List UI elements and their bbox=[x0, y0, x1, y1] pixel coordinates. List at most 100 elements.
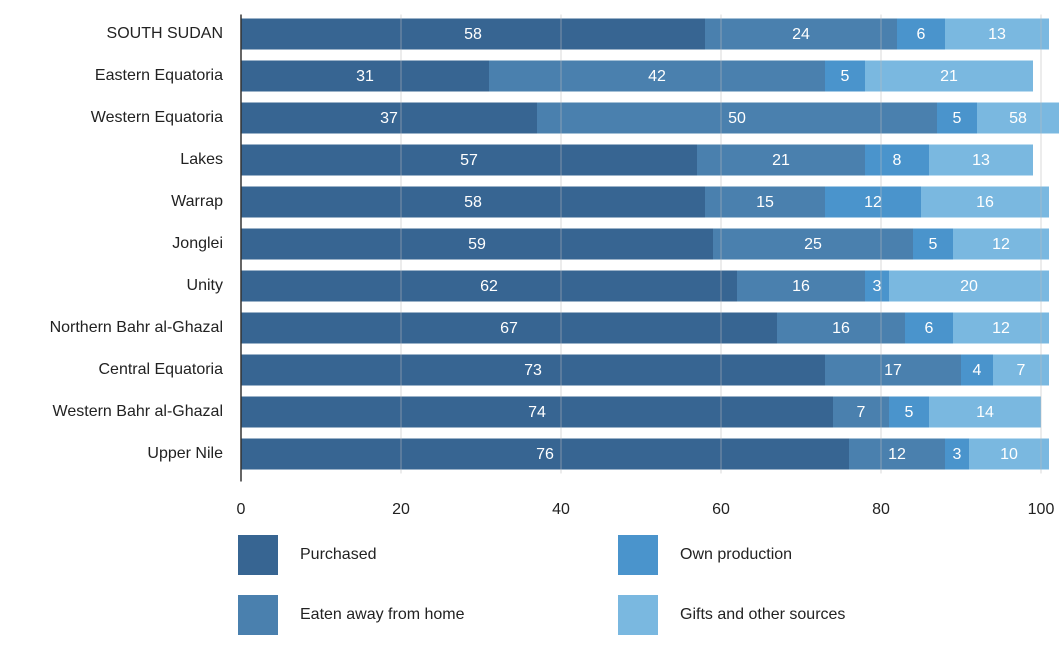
data-label: 21 bbox=[772, 152, 790, 169]
legend-label: Gifts and other sources bbox=[680, 606, 845, 623]
data-label: 12 bbox=[992, 320, 1010, 337]
x-tick-label: 80 bbox=[872, 501, 890, 518]
data-label: 13 bbox=[972, 152, 990, 169]
data-label: 17 bbox=[884, 362, 902, 379]
legend-label: Eaten away from home bbox=[300, 606, 465, 623]
data-label: 10 bbox=[1000, 446, 1018, 463]
bar-segment bbox=[737, 270, 865, 302]
y-tick-label: Northern Bahr al-Ghazal bbox=[50, 319, 223, 336]
bar-segment bbox=[929, 396, 1041, 428]
data-label: 5 bbox=[841, 68, 850, 85]
y-tick-label: Central Equatoria bbox=[98, 361, 223, 378]
data-label: 16 bbox=[976, 194, 994, 211]
y-tick-label: Western Bahr al-Ghazal bbox=[53, 403, 223, 420]
bar-segment bbox=[825, 354, 961, 386]
bar-segment bbox=[865, 60, 1033, 92]
legend-swatch bbox=[238, 595, 278, 635]
legend-swatch bbox=[618, 535, 658, 575]
data-label: 16 bbox=[832, 320, 850, 337]
bar-segment bbox=[849, 438, 945, 470]
data-label: 59 bbox=[468, 236, 486, 253]
bar-segment bbox=[969, 438, 1049, 470]
data-label: 67 bbox=[500, 320, 518, 337]
bar-segment bbox=[241, 144, 697, 176]
y-tick-label: Unity bbox=[187, 277, 223, 294]
bar-segment bbox=[921, 186, 1049, 218]
data-label: 37 bbox=[380, 110, 398, 127]
y-tick-label: Western Equatoria bbox=[91, 109, 223, 126]
data-label: 6 bbox=[917, 26, 926, 43]
bar-segment bbox=[713, 228, 913, 260]
data-label: 58 bbox=[464, 194, 482, 211]
data-label: 7 bbox=[857, 404, 866, 421]
data-label: 8 bbox=[893, 152, 902, 169]
legend-label: Purchased bbox=[300, 546, 377, 563]
legend-swatch bbox=[618, 595, 658, 635]
data-label: 3 bbox=[953, 446, 962, 463]
data-label: 62 bbox=[480, 278, 498, 295]
data-label: 15 bbox=[756, 194, 774, 211]
bar-segment bbox=[865, 270, 889, 302]
bar-segment bbox=[905, 312, 953, 344]
data-label: 5 bbox=[953, 110, 962, 127]
data-label: 3 bbox=[873, 278, 882, 295]
bar-segment bbox=[913, 228, 953, 260]
bar-segment bbox=[889, 270, 1049, 302]
bar-segment bbox=[865, 144, 929, 176]
data-label: 73 bbox=[524, 362, 542, 379]
bar-segment bbox=[705, 18, 897, 50]
data-label: 7 bbox=[1017, 362, 1026, 379]
bar-segment bbox=[241, 102, 537, 134]
bar-segment bbox=[961, 354, 993, 386]
y-tick-label: Jonglei bbox=[172, 235, 223, 252]
bar-segment bbox=[929, 144, 1033, 176]
bar-segment bbox=[241, 18, 705, 50]
bar-segment bbox=[241, 396, 833, 428]
data-label: 12 bbox=[992, 236, 1010, 253]
bar-segment bbox=[241, 270, 737, 302]
bar-segment bbox=[489, 60, 825, 92]
data-label: 31 bbox=[356, 68, 374, 85]
data-label: 20 bbox=[960, 278, 978, 295]
bar-segment bbox=[777, 312, 905, 344]
data-label: 25 bbox=[804, 236, 822, 253]
bar-segment bbox=[241, 438, 849, 470]
bar-segment bbox=[537, 102, 937, 134]
plot bbox=[241, 18, 1059, 470]
bar-segment bbox=[241, 354, 825, 386]
bar-segment bbox=[833, 396, 889, 428]
bar-segment bbox=[953, 312, 1049, 344]
y-tick-label: Eastern Equatoria bbox=[95, 67, 223, 84]
data-label: 12 bbox=[888, 446, 906, 463]
y-tick-label: Upper Nile bbox=[147, 445, 223, 462]
legend-swatch bbox=[238, 535, 278, 575]
x-tick-label: 40 bbox=[552, 501, 570, 518]
data-label: 58 bbox=[1009, 110, 1027, 127]
bar-segment bbox=[825, 60, 865, 92]
bar-segment bbox=[697, 144, 865, 176]
bar-segment bbox=[241, 228, 713, 260]
data-label: 76 bbox=[536, 446, 554, 463]
data-label: 4 bbox=[973, 362, 982, 379]
bar-segment bbox=[953, 228, 1049, 260]
data-label: 74 bbox=[528, 404, 546, 421]
data-label: 57 bbox=[460, 152, 478, 169]
data-label: 13 bbox=[988, 26, 1006, 43]
data-label: 16 bbox=[792, 278, 810, 295]
bar-segment bbox=[241, 312, 777, 344]
x-tick-label: 100 bbox=[1028, 501, 1055, 518]
x-tick-label: 0 bbox=[237, 501, 246, 518]
bar-segment bbox=[945, 18, 1049, 50]
bar-segment bbox=[977, 102, 1059, 134]
y-tick-label: Warrap bbox=[171, 193, 223, 210]
y-tick-label: Lakes bbox=[180, 151, 223, 168]
data-label: 6 bbox=[925, 320, 934, 337]
bar-segment bbox=[937, 102, 977, 134]
bar-segment bbox=[241, 186, 705, 218]
bar-segment bbox=[993, 354, 1049, 386]
data-label: 58 bbox=[464, 26, 482, 43]
data-label: 21 bbox=[940, 68, 958, 85]
data-label: 24 bbox=[792, 26, 810, 43]
bar-segment bbox=[825, 186, 921, 218]
data-label: 14 bbox=[976, 404, 994, 421]
